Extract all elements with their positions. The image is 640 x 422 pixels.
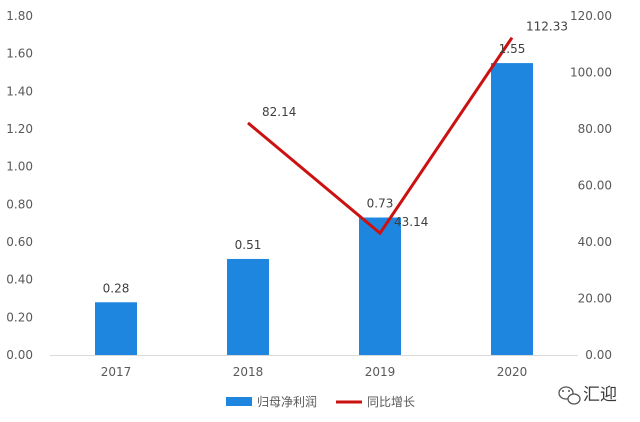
bar-data-label: 0.51 — [235, 238, 262, 252]
y-right-tick-label: 100.00 — [570, 66, 612, 80]
y-left-tick-label: 1.40 — [6, 84, 33, 98]
axes: 0.00 0.20 0.40 0.60 0.80 1.00 1.20 1.40 1.60 1.80… — [6, 9, 612, 379]
bar-data-label: 0.28 — [103, 281, 130, 295]
y-left-tick-label: 0.00 — [6, 348, 33, 362]
x-tick-label: 2019 — [365, 365, 396, 379]
y-left-tick-label: 0.80 — [6, 197, 33, 211]
legend: 归母净利润 同比增长 — [226, 395, 415, 409]
watermark-text: 汇迎 — [583, 385, 617, 405]
y-right-tick-label: 60.00 — [578, 179, 612, 193]
y-right-tick-label: 20.00 — [578, 292, 612, 306]
line-data-label: 43.14 — [394, 215, 428, 229]
y-left-tick-label: 0.20 — [6, 310, 33, 324]
bar — [359, 217, 401, 355]
data-labels: 0.28 0.51 0.73 1.55 82.14 43.14 112.33 — [103, 20, 568, 296]
legend-label-bar: 归母净利润 — [257, 395, 317, 409]
y-right-tick-label: 120.00 — [570, 9, 612, 23]
legend-label-line: 同比增长 — [367, 395, 415, 409]
watermark: 汇迎 — [558, 385, 617, 405]
x-tick-label: 2017 — [101, 365, 132, 379]
line-series — [247, 36, 514, 236]
bar — [95, 302, 137, 355]
y-left-tick-label: 0.40 — [6, 273, 33, 287]
line-data-label: 112.33 — [526, 20, 568, 34]
y-right-tick-label: 80.00 — [578, 122, 612, 136]
y-left-tick-label: 1.20 — [6, 122, 33, 136]
y-left-tick-label: 0.60 — [6, 235, 33, 249]
y-left-tick-label: 1.80 — [6, 9, 33, 23]
legend-swatch-bar — [226, 397, 252, 406]
bar — [491, 63, 533, 355]
x-tick-label: 2020 — [497, 365, 528, 379]
y-left-tick-label: 1.60 — [6, 47, 33, 61]
bar-data-label: 0.73 — [367, 197, 394, 211]
x-tick-label: 2018 — [233, 365, 264, 379]
y-right-tick-label: 0.00 — [585, 348, 612, 362]
bar-data-label: 1.55 — [499, 42, 526, 56]
y-left-tick-label: 1.00 — [6, 160, 33, 174]
wechat-icon — [558, 386, 581, 405]
bar-series — [95, 63, 533, 355]
line-data-label: 82.14 — [262, 105, 296, 119]
y-right-tick-label: 40.00 — [578, 235, 612, 249]
bar — [227, 258, 269, 355]
